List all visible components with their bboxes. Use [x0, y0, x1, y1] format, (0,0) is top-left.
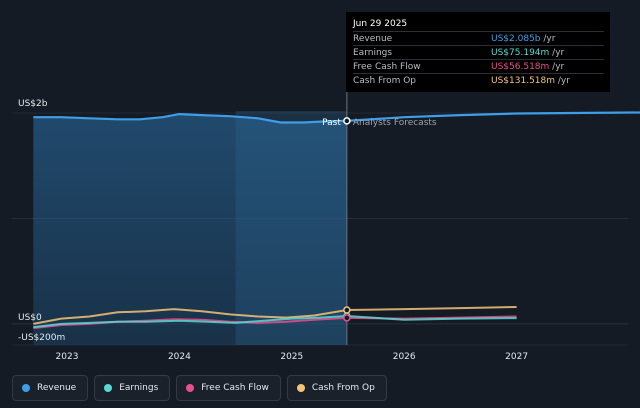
legend-item-revenue[interactable]: Revenue	[12, 375, 89, 401]
y-axis-label: US$0	[18, 313, 42, 323]
x-axis-tick-label: 2025	[280, 352, 303, 362]
legend-label: Earnings	[119, 383, 159, 393]
legend-dot-icon	[104, 384, 113, 392]
revenue-past-line	[33, 112, 347, 124]
tooltip-row-cash-from-op: Cash From Op US$131.518m /yr	[353, 73, 604, 87]
free-cash-flow-past-line	[33, 316, 347, 330]
y-axis-label: US$2b	[18, 99, 48, 109]
chart-legend: Revenue Earnings Free Cash Flow Cash Fro…	[12, 375, 387, 401]
tooltip-row-earnings: Earnings US$75.194m /yr	[353, 45, 604, 59]
earnings-past-line	[33, 315, 347, 329]
legend-item-cash-from-op[interactable]: Cash From Op	[286, 375, 387, 401]
tooltip-row-revenue: Revenue US$2.085b /yr	[353, 31, 604, 45]
past-area	[33, 114, 347, 345]
x-axis-tick-label: 2023	[56, 352, 79, 362]
tooltip-row-free-cash-flow: Free Cash Flow US$56.518m /yr	[353, 59, 604, 73]
tooltip-date: Jun 29 2025	[353, 19, 408, 29]
cash-from-op-forecast-line	[346, 306, 517, 311]
hover-tooltip: Jun 29 2025 Revenue US$2.085b /yr Earnin…	[346, 12, 610, 92]
tooltip-value: US$131.518m /yr	[491, 76, 570, 86]
financials-chart: Past Analysts Forecasts US$2b US$0 -US$200m 2…	[12, 12, 640, 362]
tooltip-value: US$75.194m /yr	[491, 48, 565, 58]
legend-dot-icon	[22, 384, 30, 392]
tooltip-value: US$56.518m /yr	[491, 62, 565, 72]
legend-dot-icon	[186, 384, 195, 392]
cash-from-op-marker	[343, 306, 351, 314]
earnings-forecast-line	[346, 315, 517, 321]
revenue-forecast-line	[346, 111, 640, 122]
legend-item-free-cash-flow[interactable]: Free Cash Flow	[176, 375, 281, 401]
tooltip-label: Earnings	[353, 48, 393, 58]
x-axis-tick-label: 2026	[393, 352, 416, 362]
x-axis-tick-label: 2027	[505, 352, 528, 362]
y-axis-label: -US$200m	[18, 333, 65, 343]
tooltip-label: Cash From Op	[353, 76, 417, 86]
tooltip-label: Revenue	[353, 34, 393, 44]
revenue-marker	[343, 117, 351, 125]
cash-from-op-past-line	[33, 308, 348, 325]
legend-item-earnings[interactable]: Earnings	[94, 375, 171, 401]
tooltip-value: US$2.085b /yr	[491, 34, 556, 44]
legend-label: Revenue	[37, 383, 77, 393]
x-axis-tick-label: 2024	[168, 352, 191, 362]
highlight-band	[235, 111, 347, 345]
legend-dot-icon	[296, 384, 305, 392]
legend-label: Free Cash Flow	[201, 383, 269, 393]
free-cash-flow-marker	[343, 314, 351, 322]
legend-label: Cash From Op	[311, 383, 375, 393]
past-label: Past	[322, 118, 341, 128]
analysts-forecasts-label: Analysts Forecasts	[353, 118, 437, 128]
tooltip-label: Free Cash Flow	[353, 62, 421, 72]
